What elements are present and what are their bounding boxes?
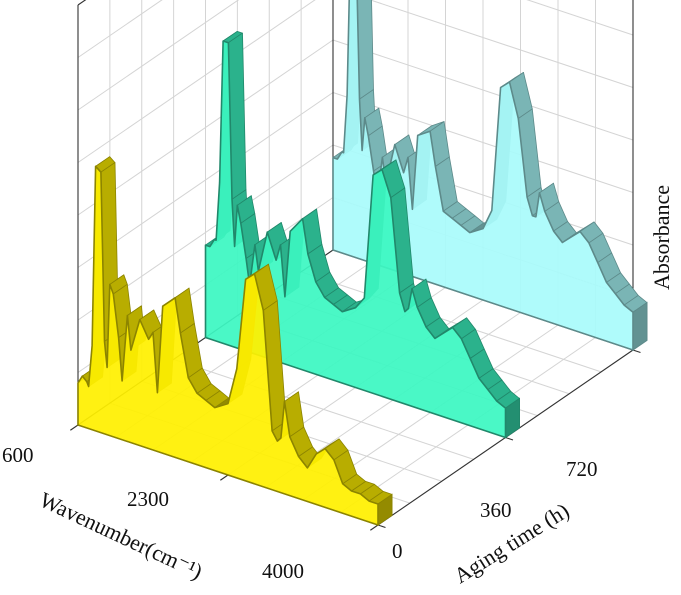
- ribbon-front-face: [77, 165, 379, 526]
- y-tick-label: 360: [480, 498, 512, 522]
- y-tick-mark: [377, 524, 386, 529]
- series-ribbon-0: [77, 156, 393, 526]
- grid-line: [368, 0, 634, 88]
- y-tick-label: 0: [392, 539, 403, 563]
- x-tick-mark: [70, 424, 79, 431]
- grid-line: [300, 271, 602, 373]
- y-tick-mark: [505, 436, 514, 441]
- grid-line: [332, 39, 634, 141]
- grid-line: [77, 0, 163, 58]
- grid-line: [526, 0, 634, 36]
- x-axis-title: Wavenumber(cm⁻¹): [36, 487, 207, 584]
- x-tick-mark: [220, 474, 229, 481]
- y-tick-label: 720: [566, 457, 598, 481]
- x-tick-mark: [370, 524, 379, 531]
- grid-line: [77, 39, 334, 216]
- grid-line: [77, 92, 334, 268]
- grid-line: [173, 358, 474, 460]
- x-tick-label: 2300: [127, 487, 169, 511]
- grid-line: [77, 0, 240, 111]
- grid-line: [77, 0, 316, 163]
- grid-line: [332, 92, 634, 193]
- z-axis-title: Absorbance: [649, 185, 674, 290]
- ribbon-front-face: [204, 40, 507, 439]
- x-tick-label: 4000: [262, 559, 304, 583]
- x-tick-label: 600: [2, 443, 34, 467]
- spectra-ribbons: [77, 0, 648, 526]
- series-ribbon-360: [204, 30, 520, 439]
- y-tick-mark: [632, 349, 641, 354]
